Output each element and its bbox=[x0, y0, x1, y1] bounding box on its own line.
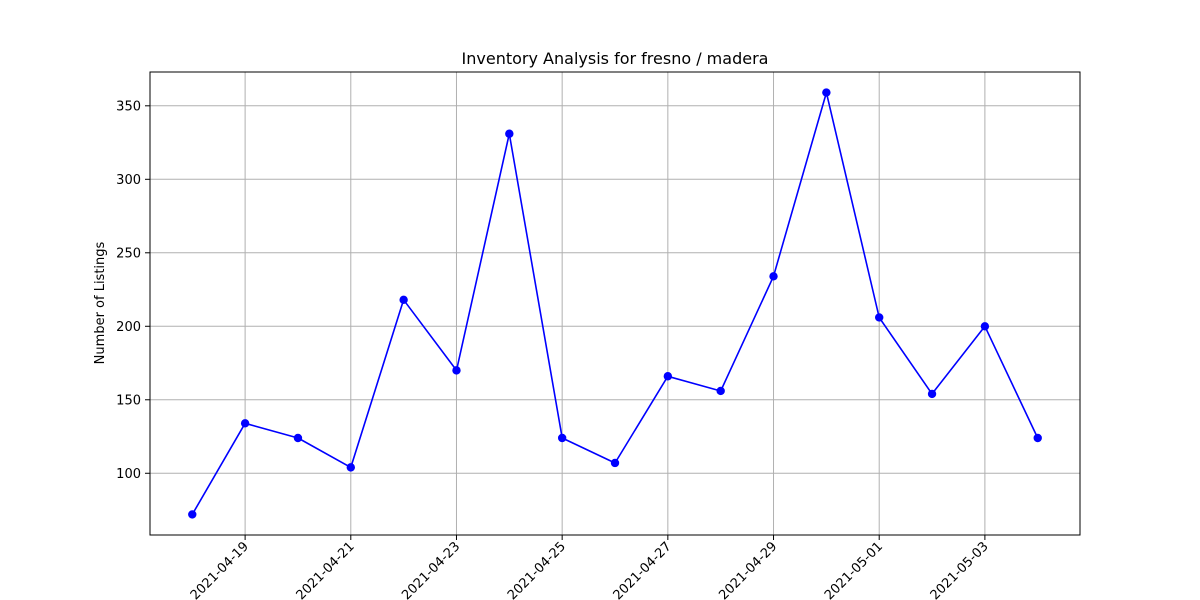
series-line bbox=[191, 91, 1039, 515]
chart-title: Inventory Analysis for fresno / madera bbox=[462, 49, 769, 68]
data-point bbox=[980, 322, 990, 331]
data-point bbox=[188, 510, 197, 519]
x-tick-label: 2021-04-21 bbox=[294, 539, 358, 600]
y-tick-label: 100 bbox=[116, 467, 141, 482]
data-point bbox=[663, 372, 673, 381]
grid-lines bbox=[150, 72, 1080, 535]
data-point bbox=[610, 458, 620, 468]
data-point bbox=[240, 419, 250, 428]
y-tick-label: 150 bbox=[116, 393, 141, 408]
x-tick-label: 2021-04-29 bbox=[716, 539, 780, 600]
data-point bbox=[452, 366, 461, 375]
x-tick-label: 2021-05-01 bbox=[822, 539, 886, 600]
data-point bbox=[716, 386, 725, 396]
x-tick-label: 2021-04-19 bbox=[188, 539, 252, 600]
x-tick-label: 2021-04-27 bbox=[611, 539, 675, 600]
series-line-group bbox=[188, 88, 1042, 519]
data-point bbox=[769, 272, 778, 281]
y-axis-ticks: 100 150 200 250 300 350 bbox=[116, 99, 150, 482]
y-tick-label: 300 bbox=[116, 173, 141, 188]
y-tick-label: 200 bbox=[116, 320, 141, 335]
plot-frame bbox=[149, 71, 1081, 536]
data-point bbox=[399, 295, 408, 305]
data-point bbox=[557, 433, 567, 443]
data-point bbox=[875, 313, 884, 322]
data-point bbox=[927, 389, 937, 399]
data-point bbox=[505, 129, 514, 138]
x-axis-ticks: 2021-04-19 2021-04-21 2021-04-23 2021-04-25… bbox=[188, 535, 992, 600]
y-tick-label: 350 bbox=[116, 99, 141, 114]
x-tick-label: 2021-04-25 bbox=[505, 539, 569, 600]
data-point bbox=[822, 88, 831, 97]
x-tick-label: 2021-04-23 bbox=[399, 539, 463, 600]
y-tick-label: 250 bbox=[116, 246, 141, 261]
x-tick-label: 2021-05-03 bbox=[928, 539, 992, 600]
data-point bbox=[1033, 433, 1042, 443]
data-point bbox=[293, 433, 303, 443]
y-axis-label: Number of Listings bbox=[93, 241, 108, 364]
data-point bbox=[346, 463, 355, 472]
